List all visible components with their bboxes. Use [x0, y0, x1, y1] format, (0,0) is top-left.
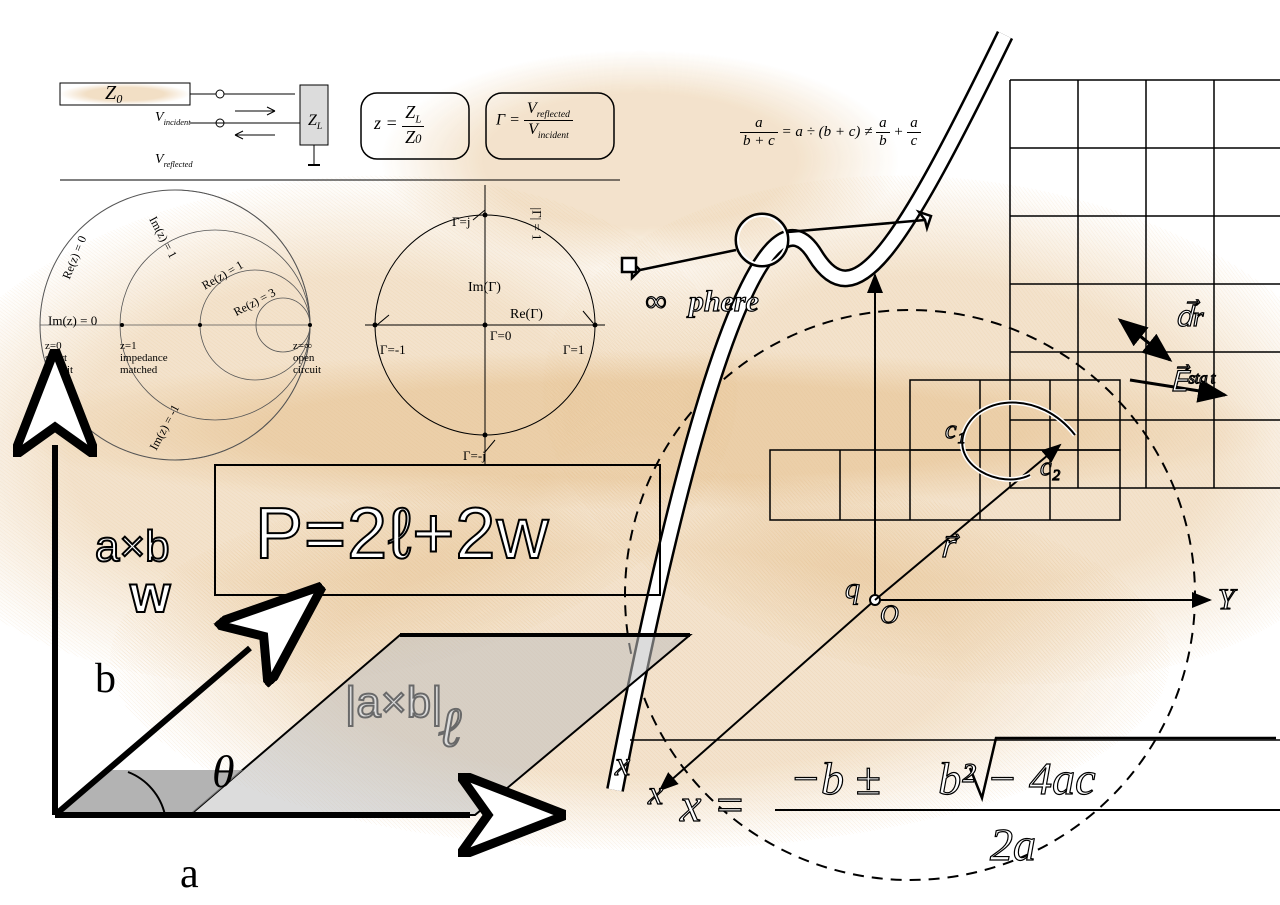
quad-den: 2a [990, 818, 1036, 871]
quad-num: −b ± b² − 4ac [790, 752, 1096, 805]
quad-x: x = [680, 778, 746, 833]
math-collage: Z₀ ZL Vincident Vreflected z = ZLZ0 Γ = … [0, 0, 1280, 905]
